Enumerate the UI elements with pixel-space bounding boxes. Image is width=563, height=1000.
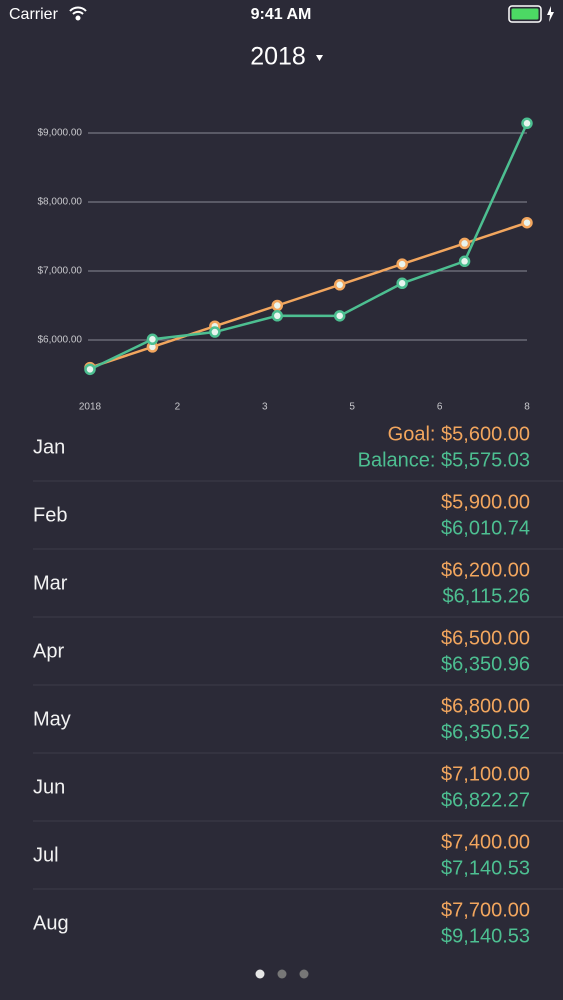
dropdown-arrow[interactable] (316, 55, 323, 61)
y-tick-label: $9,000.00 (38, 128, 83, 139)
chart: $6,000.00 $7,000.00 $8,000.00 $9,000.00 2018… (38, 117, 533, 413)
data-point (146, 333, 159, 346)
month-row[interactable]: May $6,800.00 $6,350.52 (33, 695, 530, 743)
month-label: Mar (33, 572, 68, 594)
goal-value: $6,500.00 (441, 627, 530, 649)
x-tick-label: 8 (524, 402, 530, 413)
data-point (458, 237, 471, 250)
series-line (89, 122, 529, 371)
month-label: Jan (33, 436, 65, 458)
data-point (521, 117, 533, 130)
balance-value: $7,140.53 (441, 857, 530, 879)
wifi-icon (69, 6, 87, 21)
year-picker[interactable]: 2018 (250, 43, 323, 71)
data-point (458, 255, 471, 268)
goal-value: $5,900.00 (441, 491, 530, 513)
balance-value: $6,115.26 (443, 585, 531, 607)
month-row[interactable]: Apr $6,500.00 $6,350.96 (33, 627, 530, 675)
data-point (396, 258, 408, 270)
goal-value: $7,400.00 (441, 831, 530, 853)
page-indicator[interactable] (255, 969, 309, 979)
series-line (89, 221, 528, 369)
month-label: Jun (33, 776, 65, 798)
data-point (333, 310, 346, 322)
data-point (396, 277, 408, 290)
x-tick-label: 2 (175, 402, 181, 413)
month-row[interactable]: Feb $5,900.00 $6,010.74 (33, 491, 530, 539)
page-dot[interactable] (299, 969, 309, 979)
balance-value: $6,822.27 (441, 789, 530, 811)
month-row[interactable]: Jul $7,400.00 $7,140.53 (33, 831, 530, 879)
month-row[interactable]: Jan Goal: $5,600.00 Balance: $5,575.03 (33, 423, 530, 471)
month-list: Jan Goal: $5,600.00 Balance: $5,575.03 Feb $… (33, 423, 563, 947)
data-point (271, 299, 284, 312)
goal-value: Goal: $5,600.00 (388, 423, 530, 445)
balance-value: $6,350.96 (441, 653, 530, 675)
goal-value: $6,800.00 (441, 695, 530, 717)
balance-value: $6,010.74 (441, 517, 530, 539)
data-point (84, 363, 96, 376)
month-label: Aug (33, 912, 69, 934)
balance-value: $6,350.52 (441, 721, 530, 743)
x-tick-label: 5 (349, 402, 355, 413)
x-tick-label: 2018 (79, 402, 102, 413)
month-label: Feb (33, 504, 67, 526)
month-label: Jul (33, 844, 59, 866)
y-tick-label: $6,000.00 (38, 335, 83, 346)
goal-value: $7,700.00 (441, 899, 530, 921)
data-point (521, 216, 533, 229)
y-tick-label: $8,000.00 (38, 197, 83, 208)
page-dot-active[interactable] (255, 969, 265, 979)
carrier: Carrier (9, 6, 59, 23)
data-point (333, 279, 346, 291)
year-title[interactable]: 2018 (250, 43, 306, 71)
month-row[interactable]: Jun $7,100.00 $6,822.27 (33, 763, 530, 811)
data-point (271, 310, 284, 322)
y-tick-label: $7,000.00 (38, 266, 83, 277)
balance-value: $9,140.53 (441, 925, 530, 947)
x-tick-label: 6 (437, 402, 443, 413)
goal-value: $6,200.00 (441, 559, 530, 581)
month-label: May (33, 708, 71, 730)
goal-value: $7,100.00 (441, 763, 530, 785)
battery-icon (508, 5, 554, 23)
month-label: Apr (33, 640, 64, 662)
clock: 9:41 AM (251, 6, 312, 23)
page-dot[interactable] (277, 969, 287, 979)
balance-value: Balance: $5,575.03 (358, 449, 530, 471)
x-tick-label: 3 (262, 402, 268, 413)
data-point (209, 326, 221, 338)
month-row[interactable]: Aug $7,700.00 $9,140.53 (33, 899, 530, 947)
month-row[interactable]: Mar $6,200.00 $6,115.26 (33, 559, 530, 607)
